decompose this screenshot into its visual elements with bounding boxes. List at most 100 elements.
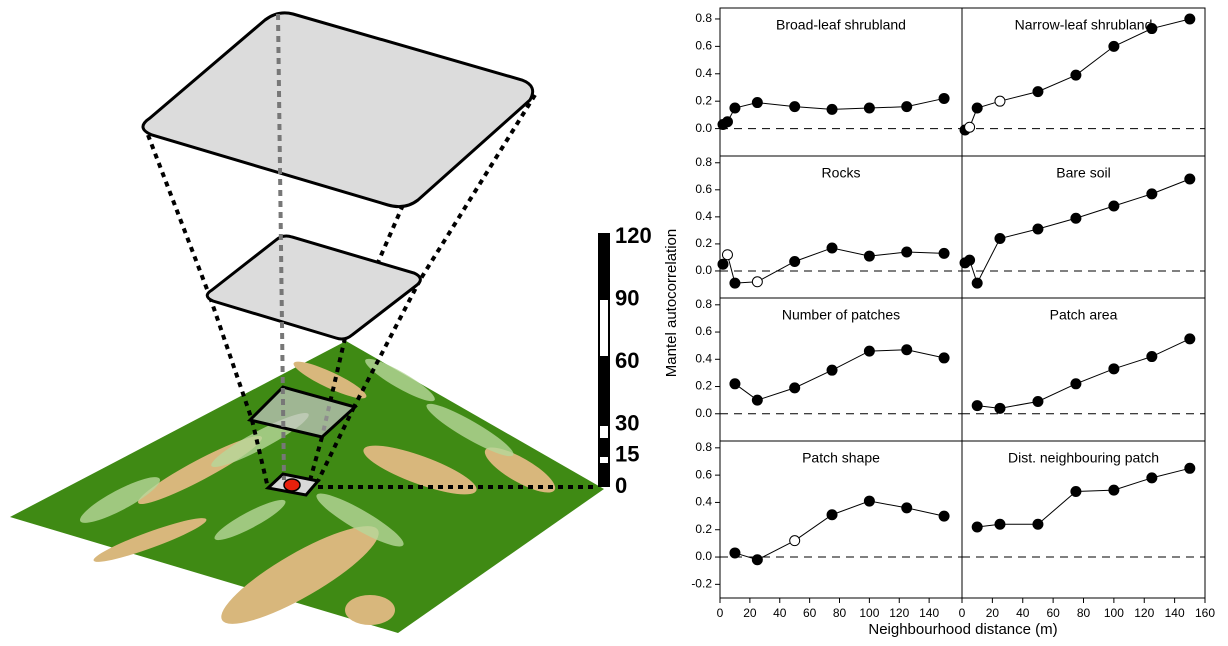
data-point [971, 102, 983, 114]
y-tick-label: 0.0 [695, 406, 712, 420]
y-tick-label: 0.6 [695, 467, 712, 481]
y-tick-label: 0.6 [695, 324, 712, 338]
data-point [901, 246, 913, 258]
data-point [1032, 518, 1044, 530]
y-tick-label: 0.8 [695, 440, 712, 454]
data-point [938, 352, 950, 364]
data-point [901, 502, 913, 514]
data-point [721, 116, 733, 128]
data-point [1032, 396, 1044, 408]
x-tick-label: 20 [743, 606, 757, 620]
data-point [971, 521, 983, 533]
x-tick-label: 140 [1165, 606, 1185, 620]
x-tick-label: 60 [803, 606, 817, 620]
y-tick-label: 0.6 [695, 182, 712, 196]
data-point [1108, 200, 1120, 212]
data-point [971, 277, 983, 289]
data-point [863, 495, 875, 507]
y-tick-label: 0.2 [695, 236, 712, 250]
y-tick-label: 0.8 [695, 297, 712, 311]
data-point [1032, 223, 1044, 235]
data-point [994, 402, 1006, 414]
x-tick-label: 120 [1134, 606, 1154, 620]
data-point [994, 95, 1006, 107]
scale-bar-gap [600, 300, 608, 356]
data-point [971, 400, 983, 412]
scale-bar-label: 15 [615, 442, 639, 467]
y-tick-label: -0.2 [691, 577, 712, 591]
x-tick-label: 60 [1046, 606, 1060, 620]
y-tick-label: 0.8 [695, 11, 712, 25]
data-point [994, 232, 1006, 244]
data-point [964, 254, 976, 266]
data-point [729, 277, 741, 289]
y-tick-label: 0.4 [695, 66, 712, 80]
data-point [826, 242, 838, 254]
data-point [863, 250, 875, 262]
scale-bar-body [598, 233, 610, 487]
series-line [977, 467, 1190, 528]
x-tick-label: 80 [833, 606, 847, 620]
x-tick-label: 20 [986, 606, 1000, 620]
data-point [1070, 69, 1082, 81]
x-tick-label: 80 [1077, 606, 1091, 620]
data-point [994, 518, 1006, 530]
map-texture-light [79, 358, 514, 547]
data-point [1146, 472, 1158, 484]
data-point [721, 249, 733, 261]
data-point [751, 97, 763, 109]
data-point [789, 382, 801, 394]
scale-bar-label: 60 [615, 348, 639, 373]
data-point [1108, 363, 1120, 375]
x-tick-label: 100 [859, 606, 879, 620]
series-line [734, 349, 945, 401]
data-point [1146, 23, 1158, 35]
y-tick-label: 0.0 [695, 263, 712, 277]
scale-bar [598, 233, 610, 487]
small-window [247, 385, 359, 439]
panel-title: Number of patches [782, 307, 900, 323]
data-point [901, 101, 913, 113]
y-tick-label: 0.2 [695, 93, 712, 107]
data-point [729, 378, 741, 390]
data-point [1032, 86, 1044, 98]
data-point [1184, 173, 1196, 185]
panel-title: Bare soil [1056, 165, 1110, 181]
y-tick-label: 0.2 [695, 379, 712, 393]
data-point [938, 510, 950, 522]
scale-bar-label: 90 [615, 285, 639, 310]
x-tick-label: 140 [919, 606, 939, 620]
data-point [751, 554, 763, 566]
y-tick-label: 0.0 [695, 121, 712, 135]
x-tick-label: 40 [1016, 606, 1030, 620]
data-point [1108, 40, 1120, 52]
data-point [717, 258, 729, 270]
center-axis [276, 13, 286, 481]
data-point [1070, 378, 1082, 390]
y-tick-label: 0.4 [695, 495, 712, 509]
data-point [1108, 484, 1120, 496]
data-point [863, 345, 875, 357]
scale-bar-label: 120 [615, 223, 652, 248]
y-tick-label: 0.6 [695, 39, 712, 53]
x-tick-label: 0 [717, 606, 724, 620]
data-point [901, 344, 913, 356]
x-tick-label: 100 [1104, 606, 1124, 620]
focal-cell [283, 478, 301, 492]
data-point [1184, 462, 1196, 474]
data-point [826, 509, 838, 521]
data-point [964, 121, 976, 133]
illustration [10, 11, 610, 633]
data-point [751, 394, 763, 406]
panel-title: Patch area [1050, 307, 1118, 323]
top-window [141, 11, 535, 209]
panel-title: Broad-leaf shrubland [776, 17, 906, 33]
data-point [729, 547, 741, 559]
series-line [977, 338, 1191, 409]
x-tick-label: 160 [1195, 606, 1215, 620]
x-tick-label: 120 [889, 606, 909, 620]
data-point [826, 364, 838, 376]
panel-title: Patch shape [802, 450, 880, 466]
data-point [938, 247, 950, 259]
